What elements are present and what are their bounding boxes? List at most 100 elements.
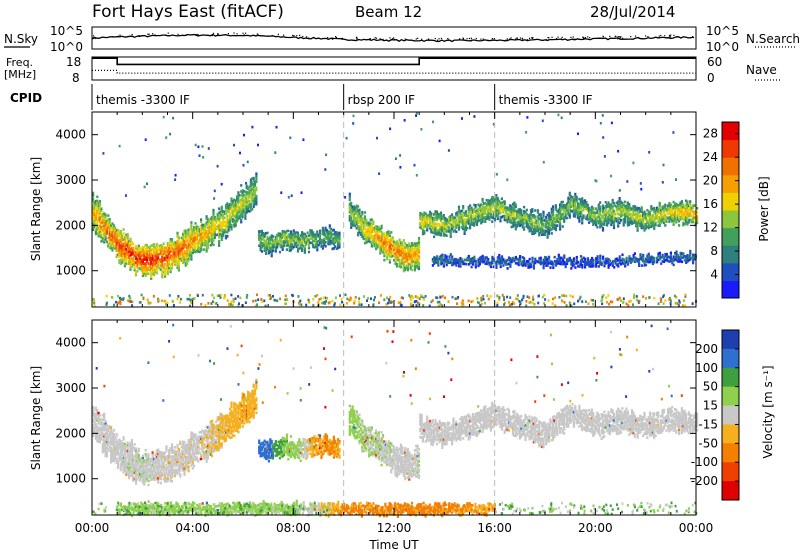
heatmap-cell: [441, 259, 444, 263]
heatmap-cell: [600, 220, 603, 223]
heatmap-cell: [678, 224, 681, 227]
heatmap-cell: [426, 222, 429, 226]
heatmap-cell: [289, 248, 293, 252]
heatmap-cell: [599, 256, 602, 260]
heatmap-cell: [665, 252, 668, 256]
heatmap-cell: [438, 215, 441, 218]
heatmap-cell: [640, 208, 643, 211]
heatmap-cell: [633, 209, 636, 212]
heatmap-cell: [563, 220, 566, 223]
heatmap-cell: [440, 256, 443, 260]
heatmap-cell: [618, 261, 621, 264]
heatmap-cell: [365, 235, 368, 238]
heatmap-cell: [592, 258, 595, 262]
heatmap-cell: [579, 210, 582, 214]
heatmap-cell: [115, 245, 118, 248]
heatmap-cell: [380, 230, 383, 234]
heatmap-cell: [118, 249, 121, 252]
heatmap-cell: [449, 215, 452, 218]
heatmap-cell: [168, 250, 171, 254]
heatmap-cell: [100, 231, 103, 235]
heatmap-cell: [288, 241, 291, 244]
heatmap-cell: [357, 205, 360, 208]
heatmap-cell: [330, 235, 333, 239]
heatmap-cell: [590, 213, 593, 217]
heatmap-cell: [625, 210, 628, 214]
heatmap-cell: [169, 270, 172, 274]
heatmap-cell: [154, 264, 157, 268]
heatmap-cell: [550, 217, 553, 221]
heatmap-cell: [664, 252, 667, 256]
heatmap-cell: [633, 256, 636, 259]
heatmap-cell: [309, 237, 312, 240]
heatmap-cell: [394, 246, 397, 249]
heatmap-cell: [444, 260, 447, 263]
heatmap-cell: [686, 206, 689, 210]
heatmap-cell: [230, 223, 233, 227]
heatmap-cell: [118, 242, 121, 246]
heatmap-cell: [595, 265, 598, 268]
heatmap-cell: [513, 205, 516, 209]
heatmap-cell: [592, 264, 595, 268]
heatmap-cell: [586, 257, 589, 260]
heatmap-cell: [437, 257, 440, 261]
heatmap-cell: [240, 220, 243, 224]
heatmap-cell: [334, 245, 337, 248]
heatmap-cell: [170, 242, 174, 245]
heatmap-cell: [130, 241, 133, 244]
heatmap-cell: [552, 213, 555, 217]
heatmap-cell: [404, 250, 407, 253]
heatmap-cell: [227, 218, 230, 222]
noise-search-point: [617, 38, 619, 40]
heatmap-cell: [415, 256, 418, 260]
heatmap-cell: [662, 258, 666, 261]
heatmap-cell: [597, 261, 600, 264]
heatmap-cell: [359, 217, 362, 220]
noise-search-point: [292, 34, 294, 37]
heatmap-cell: [383, 240, 386, 243]
heatmap-cell: [491, 210, 494, 213]
heatmap-cell: [417, 263, 421, 267]
heatmap-cell: [176, 250, 179, 253]
heatmap-cell: [672, 217, 675, 220]
heatmap-cell: [546, 236, 549, 239]
heatmap-cell: [388, 246, 391, 250]
heatmap-cell: [423, 213, 426, 217]
heatmap-cell: [123, 242, 126, 245]
heatmap-cell: [621, 203, 624, 207]
heatmap-cell: [600, 224, 603, 228]
heatmap-cell: [251, 199, 254, 203]
heatmap-cell: [680, 252, 684, 255]
heatmap-cell: [417, 255, 421, 258]
heatmap-cell: [678, 258, 681, 261]
heatmap-cell: [379, 235, 382, 239]
heatmap-cell: [134, 255, 138, 258]
heatmap-cell: [610, 219, 613, 222]
heatmap-cell: [208, 237, 211, 241]
heatmap-cell: [324, 232, 327, 236]
heatmap-cell: [151, 264, 154, 268]
heatmap-cell: [399, 261, 403, 265]
heatmap-cell: [678, 256, 681, 259]
heatmap-cell: [177, 244, 180, 247]
heatmap-cell: [473, 203, 476, 207]
heatmap-cell: [671, 215, 674, 219]
heatmap-cell: [532, 232, 535, 235]
heatmap-cell: [119, 234, 122, 237]
heatmap-cell: [397, 242, 400, 245]
heatmap-cell: [234, 201, 237, 205]
heatmap-cell: [206, 242, 210, 246]
heatmap-cell: [361, 210, 364, 214]
heatmap-cell: [137, 246, 140, 250]
heatmap-cell: [531, 260, 534, 264]
heatmap-cell: [696, 211, 699, 214]
nave-series: [92, 69, 696, 74]
heatmap-cell: [148, 248, 151, 251]
heatmap-cell: [404, 254, 407, 257]
heatmap-cell: [198, 232, 201, 235]
heatmap-cell: [489, 208, 492, 212]
noise-search-point: [355, 36, 358, 38]
heatmap-cell: [170, 254, 174, 258]
noise-search-point: [341, 37, 343, 39]
heatmap-cell: [671, 220, 674, 223]
